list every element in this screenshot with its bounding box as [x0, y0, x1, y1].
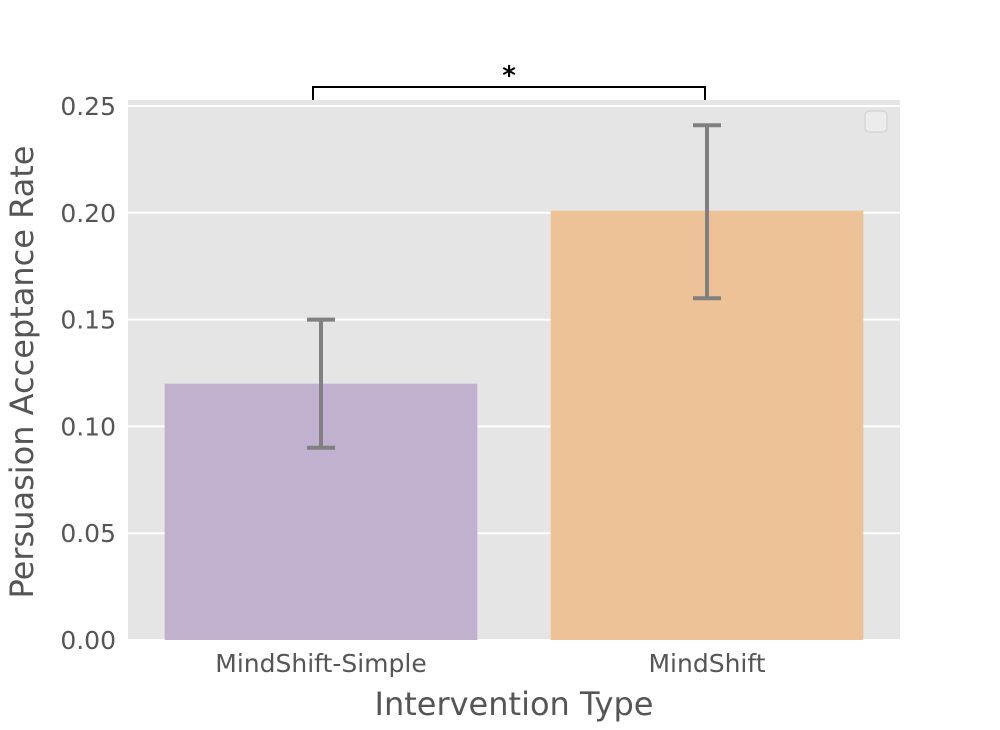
- significance-marker: *: [502, 61, 516, 91]
- error-bar: [693, 123, 721, 301]
- error-bar: [307, 317, 335, 450]
- x-axis-tick-labels: MindShift-Simple MindShift: [215, 649, 765, 678]
- y-axis-tick-labels: 0.00 0.05 0.10 0.15 0.20 0.25: [60, 92, 116, 655]
- y-axis-title: Persuasion Acceptance Rate: [3, 146, 41, 599]
- y-tick-label: 0.15: [60, 306, 116, 335]
- significance-bracket-line: [312, 86, 706, 100]
- y-tick-label: 0.20: [60, 199, 116, 228]
- x-tick-label: MindShift-Simple: [215, 649, 426, 678]
- x-axis-title: Intervention Type: [375, 685, 654, 723]
- legend-box: [864, 110, 888, 133]
- significance-bracket: *: [312, 61, 706, 100]
- y-tick-label: 0.25: [60, 92, 116, 121]
- y-tick-label: 0.00: [60, 626, 116, 655]
- error-bars: [307, 123, 721, 450]
- y-tick-label: 0.10: [60, 412, 116, 441]
- x-tick-label: MindShift: [648, 649, 765, 678]
- y-tick-label: 0.05: [60, 519, 116, 548]
